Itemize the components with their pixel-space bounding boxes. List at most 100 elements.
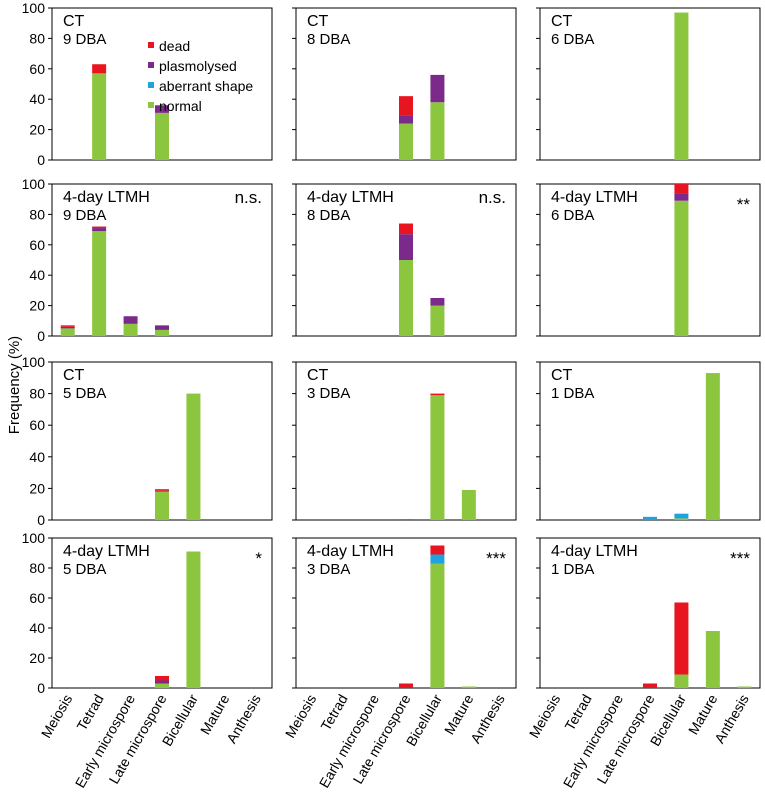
y-tick-label: 80 [29,386,45,402]
bar-normal-bicellular [674,12,689,161]
panel-treatment-label: CT [63,13,85,30]
bar-dead-late-microspore [399,223,413,235]
y-tick-label: 20 [29,650,45,666]
legend-label-dead: dead [159,38,190,54]
x-tick-label: Tetrad [317,692,350,734]
significance-mark: * [255,549,262,568]
bar-plasmolysed-late-microspore [155,680,169,684]
bar-normal-late-microspore [155,112,169,160]
bar-normal-late-microspore [155,491,169,520]
bar-dead-bicellular [430,545,445,555]
panel-time-label: 3 DBA [307,385,350,402]
y-axis-label: Frequency (%) [6,336,23,434]
panel-time-label: 9 DBA [63,31,106,48]
panel-treatment-label: CT [551,13,573,30]
bar-normal-bicellular [674,518,689,520]
legend-swatch-dead [148,42,154,48]
panel-time-label: 5 DBA [63,385,106,402]
bar-aberrant-shape-late-microspore [643,516,657,520]
bar-dead-bicellular [674,184,689,194]
bar-normal-mature [705,373,720,520]
bar-aberrant-shape-bicellular [674,513,689,519]
bar-dead-late-microspore [155,676,169,681]
x-tick-label: Meiosis [526,692,564,741]
panel-3: CT6 DBA [536,7,761,161]
bar-plasmolysed-late-microspore [399,234,413,260]
bar-plasmolysed-bicellular [430,298,445,306]
panel-time-label: 3 DBA [307,561,350,578]
bar-normal-bicellular [430,102,445,160]
x-tick-label: Tetrad [561,692,594,734]
y-tick-label: 60 [29,237,45,253]
legend: dead plasmolysed aberrant shape normal [148,38,253,114]
bar-normal-late-microspore [399,260,413,336]
panel-frame [539,183,761,337]
panel-time-label: 8 DBA [307,207,350,224]
panel-1: 0 20 40 60 80 100 CT9 DBA [22,0,273,168]
bar-normal-bicellular [186,551,201,688]
y-tick-label: 0 [37,512,45,528]
panel-time-label: 1 DBA [551,385,594,402]
bar-normal-bicellular [430,395,445,520]
y-tick-label: 100 [22,0,46,16]
y-tick-label: 0 [37,152,45,168]
panel-treatment-label: 4-day LTMH [307,543,394,560]
bar-dead-late-microspore [643,683,657,688]
bar-plasmolysed-meiosis [60,326,75,329]
significance-mark: n.s. [479,188,506,207]
bar-dead-late-microspore [399,519,413,521]
panel-time-label: 1 DBA [551,561,594,578]
bar-normal-mature [461,489,476,520]
panel-2: CT8 DBA [292,7,517,161]
panel-time-label: 6 DBA [551,31,594,48]
bar-plasmolysed-early-microspore [123,316,138,324]
y-tick-label: 80 [29,560,45,576]
x-tick-label: Tetrad [73,692,106,734]
y-tick-label: 40 [29,449,45,465]
bar-normal-late-microspore [399,123,413,160]
bar-plasmolysed-late-microspore [155,490,169,492]
panel-treatment-label: CT [551,367,573,384]
panel-treatment-label: 4-day LTMH [551,189,638,206]
bar-aberrant-shape-bicellular [430,554,445,564]
bar-dead-bicellular [674,602,689,675]
panel-8: CT3 DBA [292,361,517,521]
panel-treatment-label: 4-day LTMH [307,189,394,206]
bar-plasmolysed-bicellular [430,74,445,103]
y-tick-label: 60 [29,417,45,433]
bar-dead-late-microspore [399,683,413,688]
bar-plasmolysed-late-microspore [155,105,169,113]
legend-label-normal: normal [159,98,202,114]
bar-normal-early-microspore [123,323,138,336]
y-tick-label: 0 [37,328,45,344]
x-tick-label: Meiosis [282,692,320,741]
bar-normal-bicellular [430,563,445,688]
significance-mark: n.s. [235,188,262,207]
bar-normal-bicellular [430,305,445,336]
y-tick-label: 40 [29,267,45,283]
panel-treatment-label: CT [63,367,85,384]
significance-mark: ** [737,195,751,214]
bar-normal-bicellular [186,393,201,520]
y-tick-label: 40 [29,91,45,107]
panel-time-label: 6 DBA [551,207,594,224]
bar-normal-anthesis [737,686,752,688]
bar-dead-meiosis [60,325,75,327]
bar-dead-tetrad [92,226,107,229]
bar-plasmolysed-late-microspore [155,325,169,330]
panel-treatment-label: 4-day LTMH [63,543,150,560]
y-tick-label: 20 [29,298,45,314]
bar-normal-tetrad [92,73,107,160]
bar-normal-tetrad [92,231,107,336]
significance-mark: *** [486,549,506,568]
panel-time-label: 5 DBA [63,561,106,578]
y-tick-label: 60 [29,61,45,77]
bar-dead-late-microspore [155,489,169,491]
panel-treatment-label: CT [307,367,329,384]
y-tick-label: 20 [29,122,45,138]
